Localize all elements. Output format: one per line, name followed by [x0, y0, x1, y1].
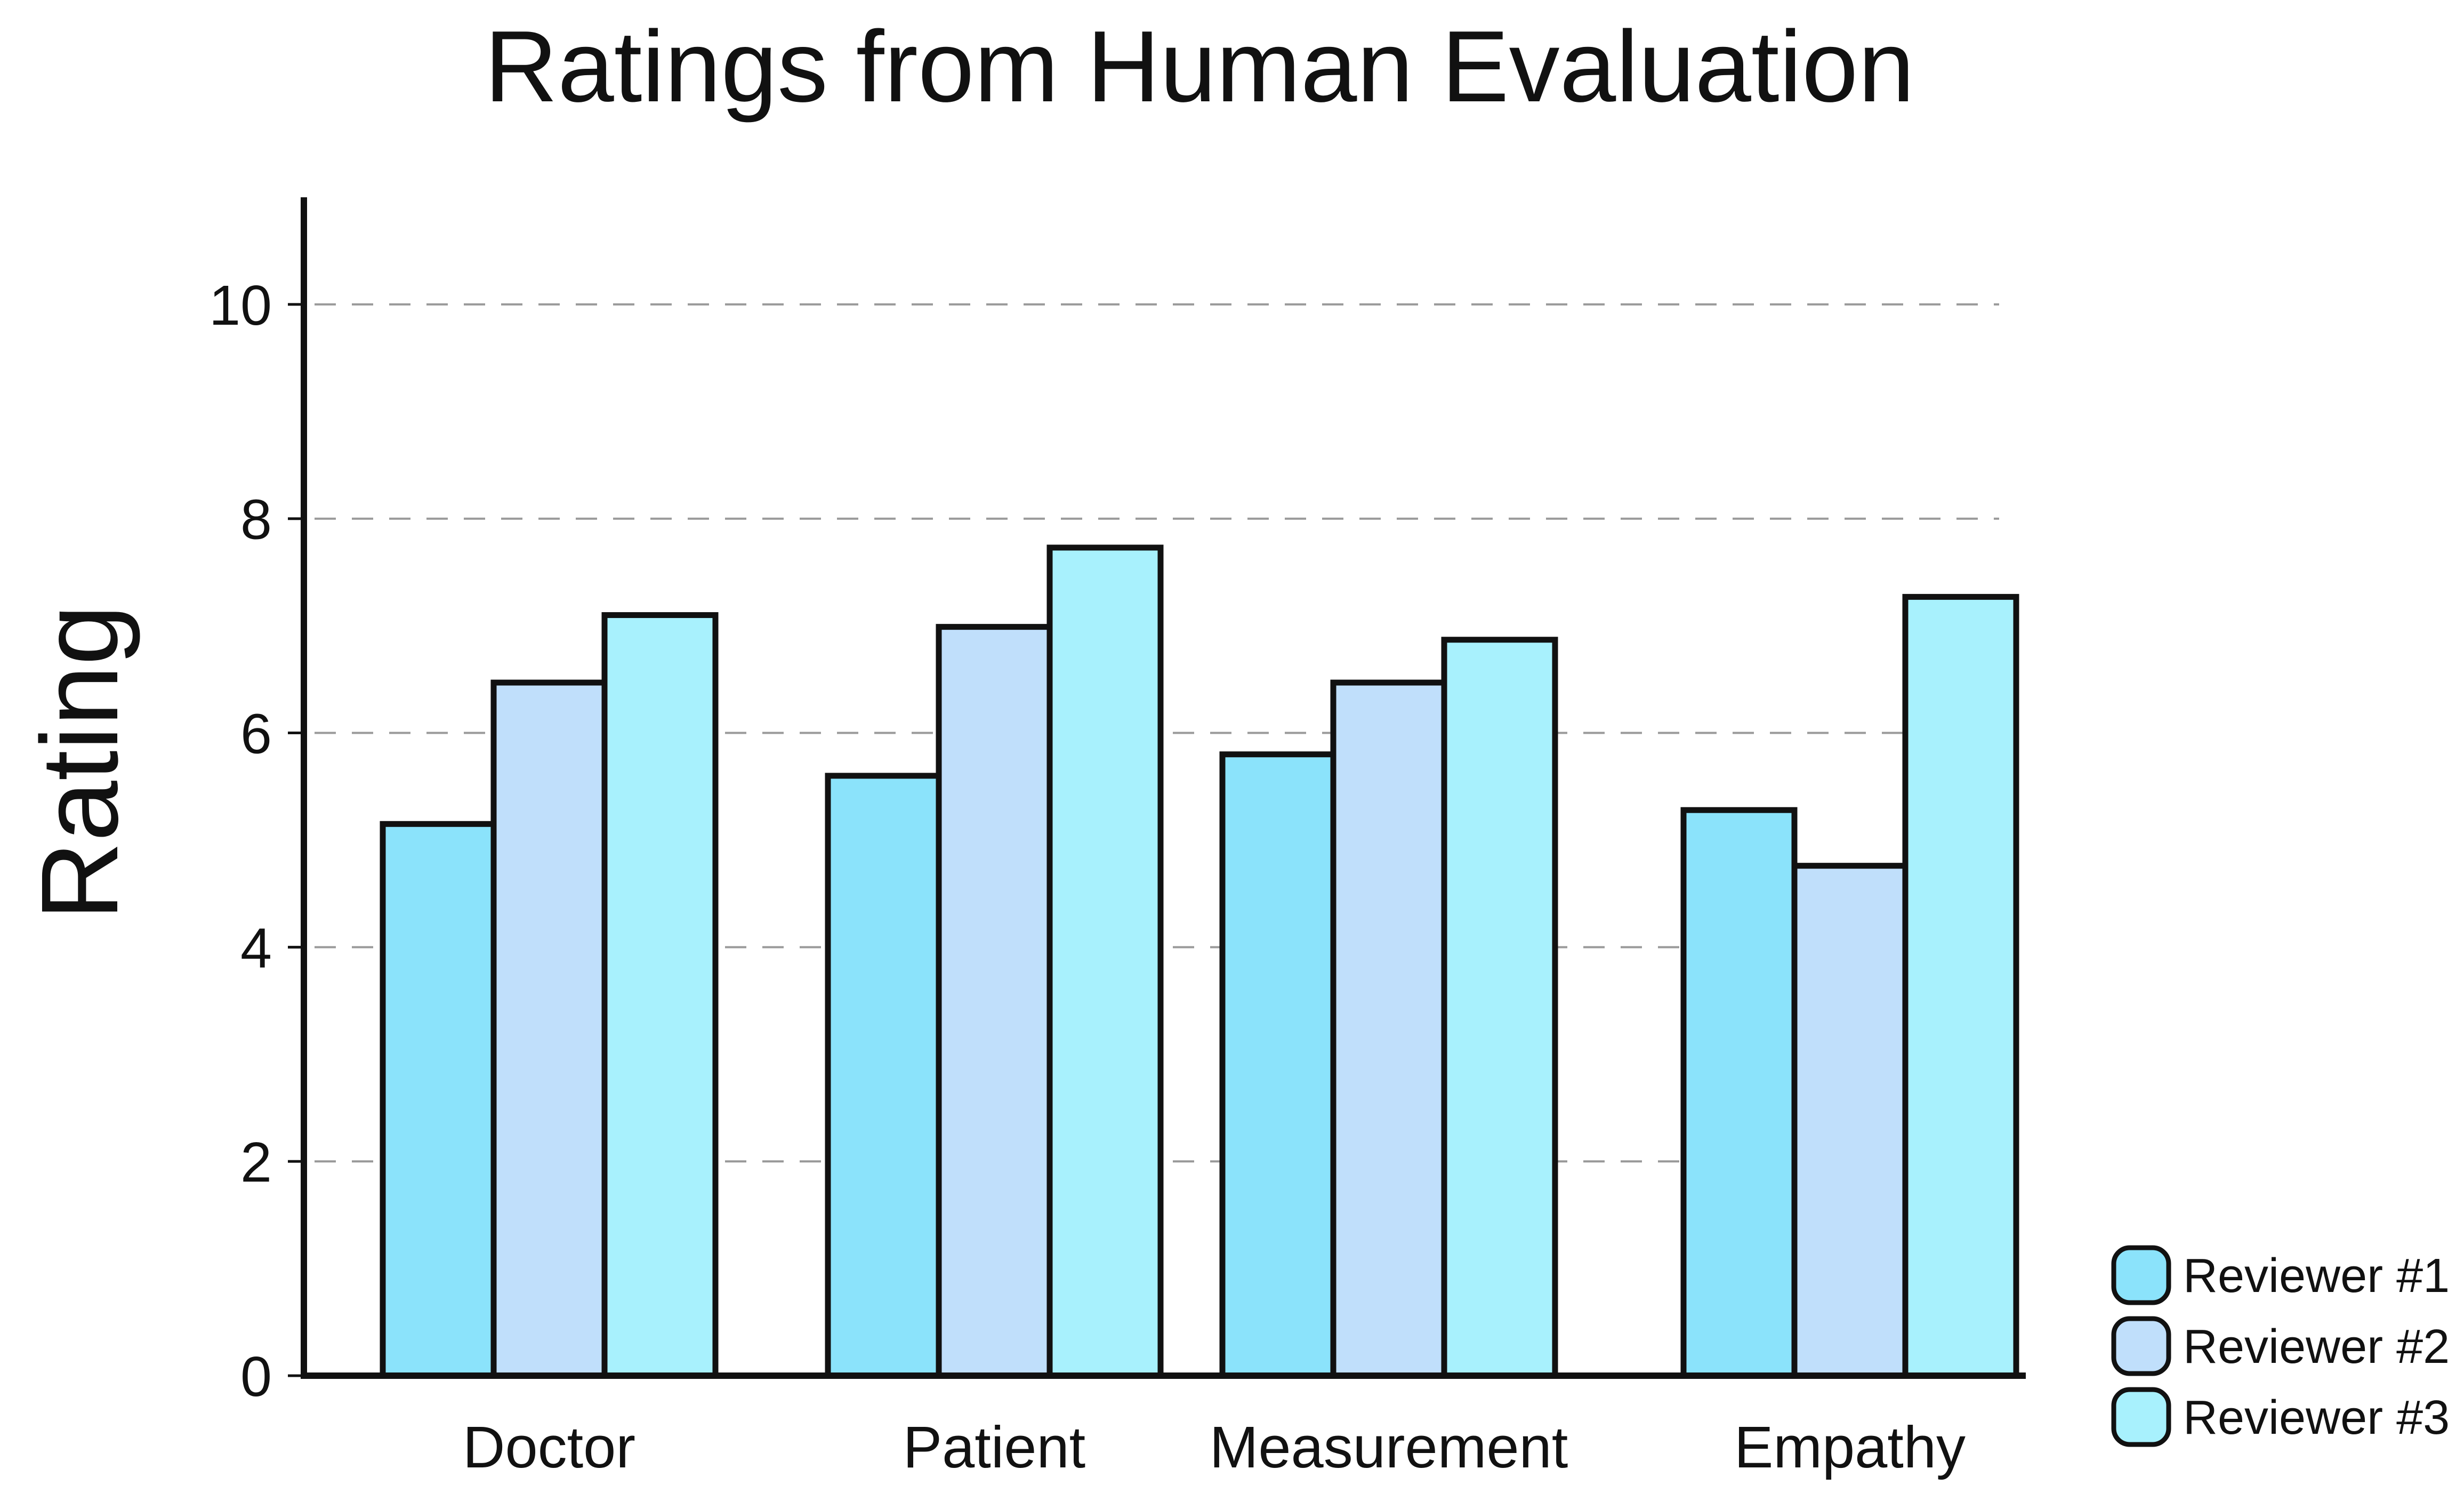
legend-label: Reviewer #1 [2183, 1249, 2450, 1303]
x-category-label: Patient [903, 1415, 1085, 1480]
bars [380, 544, 2019, 1379]
legend-swatch [2111, 1316, 2171, 1376]
legend-label: Reviewer #3 [2183, 1391, 2450, 1444]
y-tick-label: 10 [209, 274, 272, 337]
x-category-label: Measurement [1210, 1415, 1568, 1480]
bar-measurement-series-1 [1219, 751, 1336, 1379]
bar-patient-series-2 [936, 624, 1053, 1379]
y-tick-label: 6 [240, 703, 272, 766]
bar-measurement-series-3 [1441, 637, 1558, 1379]
axes [301, 197, 2026, 1379]
bar-doctor-series-2 [490, 679, 608, 1379]
chart-title: Ratings from Human Evaluation [485, 10, 1914, 123]
y-tick-label: 4 [240, 917, 272, 980]
bar-empathy-series-3 [1902, 593, 2019, 1379]
bar-measurement-series-2 [1330, 679, 1447, 1379]
y-tick-label: 8 [240, 488, 272, 551]
y-ticks: 0 2 4 6 8 10 [209, 274, 304, 1408]
x-categories: Doctor Patient Measurement Empathy [463, 1415, 1966, 1480]
y-tick-label: 2 [240, 1131, 272, 1194]
bar-doctor-series-3 [601, 612, 719, 1379]
legend-swatch [2111, 1245, 2171, 1305]
y-tick-label: 0 [240, 1345, 272, 1408]
x-category-label: Empathy [1734, 1415, 1966, 1480]
y-axis-label: Rating [19, 605, 141, 921]
legend-label: Reviewer #2 [2183, 1320, 2450, 1374]
bar-patient-series-1 [825, 773, 942, 1379]
bar-empathy-series-1 [1680, 807, 1798, 1379]
bar-empathy-series-2 [1791, 863, 1909, 1379]
legend-swatch [2111, 1387, 2171, 1447]
x-category-label: Doctor [463, 1415, 635, 1480]
bar-doctor-series-1 [380, 821, 497, 1379]
bar-patient-series-3 [1046, 544, 1164, 1379]
legend: Reviewer #1 Reviewer #2 Reviewer #3 [2111, 1245, 2450, 1447]
